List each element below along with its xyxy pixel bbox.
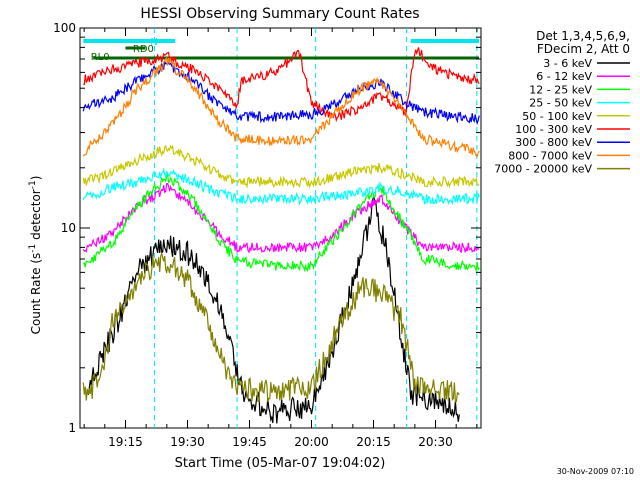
series-line [82, 59, 480, 126]
y-axis-label: Count Rate (s-1 detector-1) [28, 176, 43, 335]
x-tick-label: 20:30 [418, 435, 453, 449]
series-line [82, 167, 480, 206]
x-axis-label: Start Time (05-Mar-07 19:04:02) [175, 456, 386, 471]
series-line [82, 56, 480, 158]
series-line [82, 144, 480, 189]
y-axis: 1 10 100 [53, 21, 481, 435]
vertical-markers [153, 28, 478, 428]
legend-header-1: Det 1,3,4,5,6,9, [536, 29, 630, 43]
x-tick-label: 20:00 [294, 435, 329, 449]
series-line [83, 171, 480, 273]
footer-date: 30-Nov-2009 07:10 [557, 467, 634, 476]
legend-header-2: FDecim 2, Att 0 [537, 42, 630, 56]
series-line [82, 251, 460, 403]
series-line [87, 195, 460, 424]
flag-label-rd0: RD0 [133, 44, 154, 55]
x-tick-label: 19:30 [170, 435, 205, 449]
y-tick-label: 100 [53, 21, 76, 35]
legend-label: 3 - 6 keV [543, 57, 592, 70]
legend-label: 100 - 300 keV [515, 123, 592, 136]
legend-label: 12 - 25 keV [529, 83, 592, 96]
series-line [83, 47, 480, 123]
x-tick-label: 19:45 [232, 435, 267, 449]
y-tick-label: 1 [68, 421, 76, 435]
legend-label: 25 - 50 keV [529, 97, 592, 110]
series-group [82, 47, 480, 424]
legend-label: 50 - 100 keV [522, 110, 592, 123]
flag-label-n: N [150, 37, 157, 48]
y-tick-label: 10 [61, 221, 76, 235]
legend-label: 800 - 7000 keV [508, 149, 592, 162]
x-tick-label: 20:15 [356, 435, 391, 449]
legend-label: 6 - 12 keV [536, 70, 592, 83]
x-axis: 19:15 19:30 19:45 20:00 20:15 20:30 [83, 28, 478, 449]
legend: Det 1,3,4,5,6,9, FDecim 2, Att 0 3 - 6 k… [494, 29, 630, 176]
chart-title: HESSI Observing Summary Count Rates [140, 6, 419, 22]
x-tick-label: 19:15 [108, 435, 143, 449]
series-line [82, 182, 480, 254]
flag-label-rl0: RL0 [91, 52, 110, 63]
legend-label: 300 - 800 keV [515, 136, 592, 149]
legend-label: 7000 - 20000 keV [494, 163, 592, 176]
